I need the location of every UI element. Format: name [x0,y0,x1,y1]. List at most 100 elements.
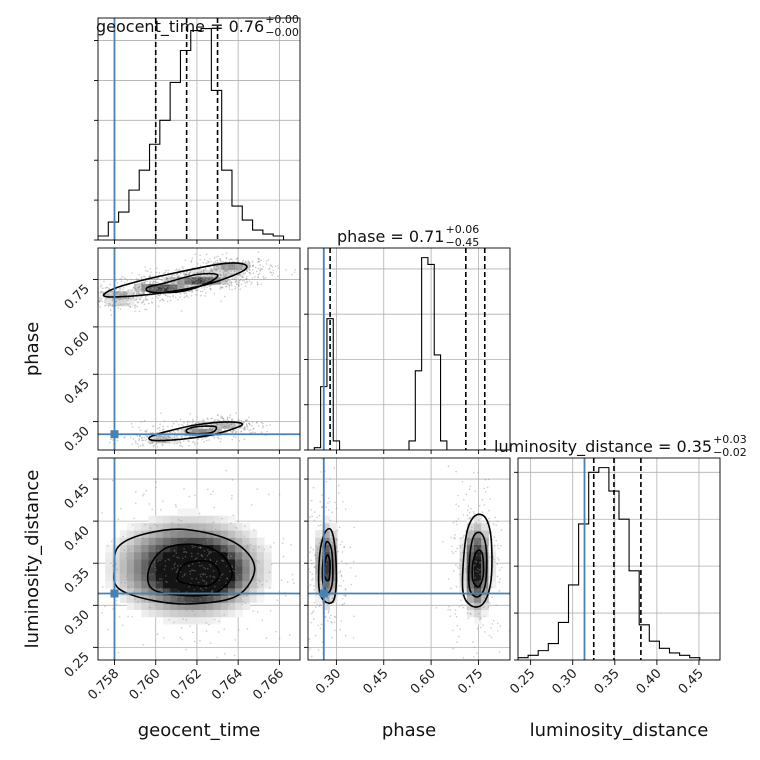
scatter-point [225,426,227,429]
title-luminosity_distance: luminosity_distance = 0.35 [494,437,712,457]
scatter-point [200,575,202,578]
density-cell [148,435,157,444]
scatter-point [222,560,225,562]
scatter-point [157,297,159,299]
scatter-point [462,536,464,539]
scatter-point [165,530,168,533]
scatter-point [337,484,340,487]
scatter-point [291,273,293,276]
density-cell [191,573,200,582]
scatter-point [202,528,205,531]
scatter-point [125,557,128,560]
scatter-point [470,529,473,532]
scatter-point [130,422,133,425]
scatter-point [240,430,243,433]
scatter-point [292,578,294,581]
scatter-point [167,272,169,274]
scatter-point [147,302,150,305]
density-cell [206,587,214,596]
scatter-point [220,574,223,576]
scatter-point [231,565,233,567]
scatter-point [187,285,189,287]
scatter-point [344,588,347,590]
density-cell [242,544,250,553]
density-cell [141,284,149,292]
scatter-point [343,546,345,548]
density-cell [227,515,236,524]
scatter-point [215,268,217,270]
scatter-point [219,602,222,604]
scatter-point [256,488,259,490]
scatter-point [316,552,319,554]
scatter-point [233,265,236,268]
scatter-point [224,280,226,282]
scatter-point [134,307,136,309]
contour-1 [146,543,233,597]
scatter-point [474,564,476,566]
scatter-point [220,274,223,276]
scatter-point [479,626,482,629]
scatter-point [228,284,231,287]
scatter-point [191,257,194,260]
scatter-point [94,508,96,510]
density-cell [235,566,243,574]
scatter-point [210,284,212,286]
density-cell [227,559,236,567]
scatter-point [143,303,146,306]
scatter-point [281,542,284,544]
scatter-point [325,563,328,565]
scatter-point [90,287,92,289]
scatter-point [465,570,467,573]
scatter-point [115,293,117,295]
scatter-point [265,424,268,427]
scatter-point [124,297,126,300]
scatter-point [115,603,118,606]
scatter-point [476,534,479,536]
scatter-point [206,286,208,289]
scatter-point [162,287,164,290]
scatter-point [328,501,331,503]
scatter-point [194,253,196,256]
scatter-point [466,589,468,591]
scatter-point [231,566,234,569]
scatter-point [257,276,259,278]
scatter-point [209,427,212,430]
scatter-point [223,614,225,616]
scatter-point [349,546,352,548]
scatter-point [313,519,316,522]
density-cell [155,522,164,531]
density-cell [148,551,157,560]
x-axis-label-phase: phase [382,720,436,741]
scatter-point [178,424,180,426]
scatter-point [188,279,191,282]
density-cell [170,580,178,589]
scatter-point [251,260,254,263]
density-cell [263,559,272,567]
scatter-point [242,268,245,270]
scatter-point [237,419,240,421]
scatter-point [182,424,184,427]
density-cell [191,595,200,603]
scatter-point [314,601,316,604]
scatter-point [180,286,183,289]
scatter-point [134,440,137,442]
scatter-point [176,282,179,284]
density-cell [473,616,482,625]
scatter-point [246,570,248,572]
scatter-point [179,445,181,447]
scatter-point [117,306,120,309]
scatter-point [251,277,254,279]
scatter-point [248,422,250,425]
scatter-point [243,427,246,430]
scatter-point [198,561,200,564]
scatter-point [472,511,475,513]
scatter-point [239,288,242,290]
scatter-point [459,559,462,561]
density-cell [466,537,475,546]
scatter-point [155,286,158,288]
scatter-point [138,292,141,295]
scatter-point [153,425,155,427]
scatter-point [206,567,209,570]
scatter-point [166,278,168,280]
scatter-point [111,290,113,292]
